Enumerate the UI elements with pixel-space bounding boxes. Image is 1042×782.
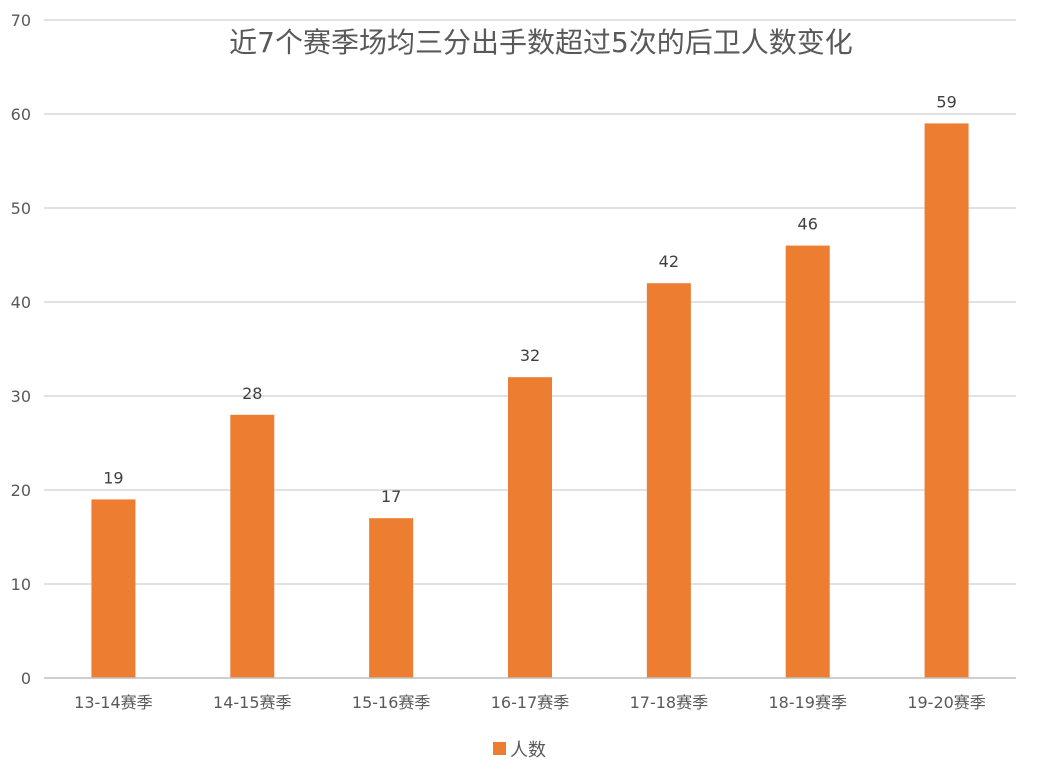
data-label: 19 <box>103 468 123 487</box>
data-labels: 19 28 17 32 42 46 59 <box>103 92 957 506</box>
x-category-label: 16-17赛季 <box>491 693 570 712</box>
bar <box>785 245 830 678</box>
y-tick-label: 40 <box>11 293 31 312</box>
y-tick-label: 70 <box>11 11 31 30</box>
data-label: 28 <box>242 384 262 403</box>
x-category-label: 17-18赛季 <box>630 693 709 712</box>
x-category-label: 19-20赛季 <box>907 693 986 712</box>
x-category-label: 13-14赛季 <box>74 693 153 712</box>
y-tick-label: 60 <box>11 105 31 124</box>
bar <box>508 377 552 678</box>
y-axis-ticks: 0 10 20 30 40 50 60 70 <box>11 11 31 688</box>
bar <box>91 499 136 678</box>
data-label: 46 <box>798 215 818 234</box>
chart-title: 近7个赛季场均三分出手数超过5次的后卫人数变化 <box>229 26 853 59</box>
x-category-label: 14-15赛季 <box>213 693 292 712</box>
legend-swatch <box>493 742 506 755</box>
bars <box>91 123 969 678</box>
y-tick-label: 50 <box>11 199 31 218</box>
x-axis-categories: 13-14赛季 14-15赛季 15-16赛季 16-17赛季 17-18赛季 18-19… <box>74 693 986 712</box>
y-tick-label: 10 <box>11 575 31 594</box>
x-category-label: 18-19赛季 <box>768 693 847 712</box>
y-tick-label: 20 <box>11 481 31 500</box>
data-label: 32 <box>520 346 540 365</box>
bar <box>646 283 691 678</box>
x-category-label: 15-16赛季 <box>352 693 431 712</box>
data-label: 59 <box>936 92 956 111</box>
bar <box>369 518 414 678</box>
legend[interactable]: 人数 <box>493 740 546 761</box>
bar <box>230 414 275 678</box>
data-label: 42 <box>659 252 679 271</box>
bar <box>924 123 969 678</box>
y-tick-label: 30 <box>11 387 31 406</box>
y-tick-label: 0 <box>21 669 31 688</box>
legend-label: 人数 <box>510 740 546 761</box>
data-label: 17 <box>381 487 401 506</box>
